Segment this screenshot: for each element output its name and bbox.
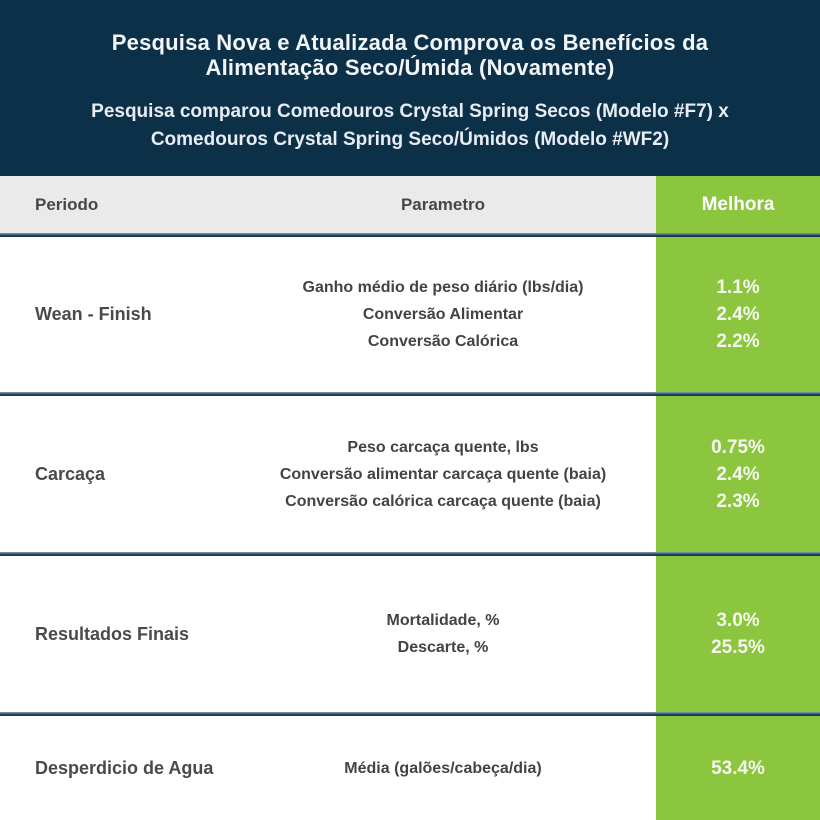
table-row-wean-finish: Wean - Finish Ganho médio de peso diário… bbox=[0, 237, 820, 392]
improvement-value: 2.2% bbox=[716, 331, 760, 352]
results-table: Periodo Parametro Melhora Wean - Finish … bbox=[0, 176, 820, 820]
page-title-line2: Alimentação Seco/Úmida (Novamente) bbox=[205, 55, 615, 80]
parameter-value: Mortalidade, % bbox=[386, 612, 500, 629]
page-subtitle-line2: Comedouros Crystal Spring Seco/Úmidos (M… bbox=[150, 129, 670, 150]
parameter-value: Conversão calórica carcaça quente (baia) bbox=[285, 492, 601, 510]
period-label: Wean - Finish bbox=[35, 304, 152, 324]
improvement-value: 2.4% bbox=[716, 304, 760, 325]
table-row-carcaca: Carcaça Peso carcaça quente, lbs Convers… bbox=[0, 396, 820, 552]
improvement-value: 0.75% bbox=[711, 436, 765, 458]
improvement-list: 53.4% bbox=[656, 755, 820, 782]
column-header-period: Periodo bbox=[35, 194, 99, 214]
section-divider bbox=[0, 392, 820, 396]
improvement-value: 1.1% bbox=[716, 277, 760, 298]
table-header-row: Periodo Parametro Melhora bbox=[0, 176, 820, 233]
parameter-list: Média (galões/cabeça/dia) bbox=[230, 755, 656, 782]
section-divider bbox=[0, 712, 820, 716]
section-divider bbox=[0, 552, 820, 556]
table-row-resultados-finais: Resultados Finais Mortalidade, % Descart… bbox=[0, 556, 820, 712]
table-header-background bbox=[0, 176, 656, 233]
page-title: Pesquisa Nova e Atualizada Comprova os B… bbox=[0, 30, 820, 80]
improvement-list: 0.75% 2.4% 2.3% bbox=[656, 434, 820, 515]
improvement-list: 1.1% 2.4% 2.2% bbox=[656, 274, 820, 355]
page-subtitle: Pesquisa comparou Comedouros Crystal Spr… bbox=[0, 98, 820, 154]
improvement-list: 3.0% 25.5% bbox=[656, 607, 820, 661]
page-subtitle-line1: Pesquisa comparou Comedouros Crystal Spr… bbox=[91, 101, 729, 122]
column-header-parameter: Parametro bbox=[400, 194, 486, 214]
table-row-desperdicio-agua: Desperdicio de Agua Média (galões/cabeça… bbox=[0, 716, 820, 820]
parameter-value: Peso carcaça quente, lbs bbox=[347, 438, 539, 456]
column-header-improvement: Melhora bbox=[701, 193, 775, 215]
improvement-value: 2.4% bbox=[716, 463, 760, 485]
page-title-line1: Pesquisa Nova e Atualizada Comprova os B… bbox=[111, 30, 709, 55]
improvement-value: 3.0% bbox=[716, 610, 760, 631]
improvement-value: 25.5% bbox=[711, 637, 765, 658]
parameter-list: Peso carcaça quente, lbs Conversão alime… bbox=[230, 434, 656, 515]
parameter-value: Média (galões/cabeça/dia) bbox=[344, 759, 542, 777]
parameter-list: Mortalidade, % Descarte, % bbox=[230, 607, 656, 661]
period-label: Desperdicio de Agua bbox=[35, 757, 214, 778]
parameter-value: Ganho médio de peso diário (lbs/dia) bbox=[302, 279, 584, 296]
improvement-value: 2.3% bbox=[716, 490, 760, 512]
parameter-list: Ganho médio de peso diário (lbs/dia) Con… bbox=[230, 274, 656, 355]
parameter-value: Conversão alimentar carcaça quente (baia… bbox=[279, 465, 607, 483]
period-label: Resultados Finais bbox=[35, 623, 190, 644]
hero-header: Pesquisa Nova e Atualizada Comprova os B… bbox=[0, 0, 820, 176]
parameter-value: Conversão Alimentar bbox=[362, 306, 524, 323]
parameter-value: Conversão Calórica bbox=[367, 333, 519, 350]
period-label: Carcaça bbox=[35, 463, 106, 484]
improvement-value: 53.4% bbox=[711, 757, 765, 779]
parameter-value: Descarte, % bbox=[397, 639, 489, 656]
section-divider bbox=[0, 233, 820, 237]
